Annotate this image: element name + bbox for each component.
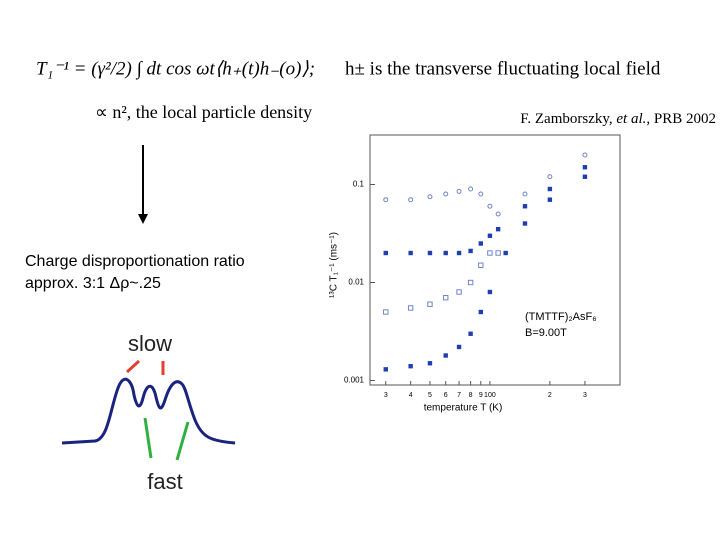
x-tick-label: 2 <box>548 392 552 399</box>
x-tick-label: 3 <box>583 392 587 399</box>
point <box>582 174 588 179</box>
x-tick-label: 4 <box>409 392 413 399</box>
x-tick-label: 100 <box>484 392 496 399</box>
fast-label: fast <box>147 469 182 494</box>
annotation: B=9.00T <box>525 327 567 339</box>
point <box>547 197 553 202</box>
point <box>427 194 433 200</box>
point <box>487 203 493 209</box>
slow-label: slow <box>128 331 172 356</box>
point <box>495 226 501 232</box>
formula-description: h± is the transverse fluctuating local f… <box>345 58 661 79</box>
point <box>427 361 433 366</box>
slow-pointer <box>125 359 141 374</box>
point <box>427 301 433 307</box>
citation-etal: et al. <box>616 111 646 127</box>
x-tick-label: 8 <box>469 392 473 399</box>
x-tick-label: 5 <box>428 392 432 399</box>
point <box>408 250 413 256</box>
point <box>487 250 493 256</box>
y-tick-label: 0.1 <box>353 180 365 189</box>
point <box>478 309 483 315</box>
point <box>443 250 448 256</box>
fast-pointer <box>143 417 153 459</box>
y-axis-label: ¹³C T₁⁻¹ (ms⁻¹) <box>329 232 340 298</box>
point <box>522 204 528 209</box>
formula: T₁⁻¹ = (γ²/2) ∫ dt cos ωt⟨h₊(t)h₋(o)⟩; <box>36 58 315 80</box>
point <box>443 353 448 358</box>
point <box>408 363 413 369</box>
point <box>456 250 462 256</box>
point <box>383 367 388 372</box>
note-line: Charge disproportionation ratio <box>25 253 245 270</box>
point <box>443 294 449 301</box>
y-tick-label: 0.01 <box>348 278 364 287</box>
point <box>383 250 388 256</box>
proportional: ∝ n², the local particle density <box>95 102 312 122</box>
fast-pointer <box>175 421 190 461</box>
point <box>478 262 484 268</box>
point <box>407 305 414 311</box>
point <box>408 197 414 203</box>
point <box>468 186 474 192</box>
point <box>487 289 493 295</box>
point <box>478 241 483 246</box>
point <box>582 165 588 170</box>
plot-frame <box>369 134 621 386</box>
note-line: approx. 3:1 Δρ~.25 <box>25 275 161 292</box>
citation-authors: F. Zamborszky, <box>520 111 616 127</box>
arrow-head <box>138 214 148 224</box>
point <box>547 186 553 192</box>
point <box>547 174 553 180</box>
point <box>427 250 433 256</box>
point <box>468 248 473 254</box>
spectrum-curve <box>61 377 236 445</box>
citation-journal: , PRB 2002 <box>646 111 716 127</box>
citation: F. Zamborszky, et al., PRB 2002 <box>520 111 716 127</box>
point <box>456 344 462 350</box>
x-tick-label: 9 <box>479 392 483 399</box>
x-axis-label: temperature T (K) <box>424 403 503 414</box>
point <box>467 279 474 286</box>
point <box>456 289 462 295</box>
point <box>383 197 389 203</box>
point <box>522 191 528 197</box>
point <box>522 221 528 226</box>
point <box>503 250 508 256</box>
point <box>478 191 484 197</box>
point <box>487 233 493 238</box>
annotation: (TMTTF)₂AsF₆ <box>525 311 597 323</box>
x-tick-label: 7 <box>457 392 461 399</box>
point <box>582 152 588 158</box>
point <box>443 191 449 197</box>
point <box>468 331 473 336</box>
y-tick-label: 0.001 <box>344 376 365 385</box>
point <box>383 309 389 315</box>
point <box>495 211 501 217</box>
point <box>495 250 501 256</box>
x-tick-label: 3 <box>384 392 388 399</box>
x-tick-label: 6 <box>444 392 448 399</box>
point <box>456 188 462 194</box>
